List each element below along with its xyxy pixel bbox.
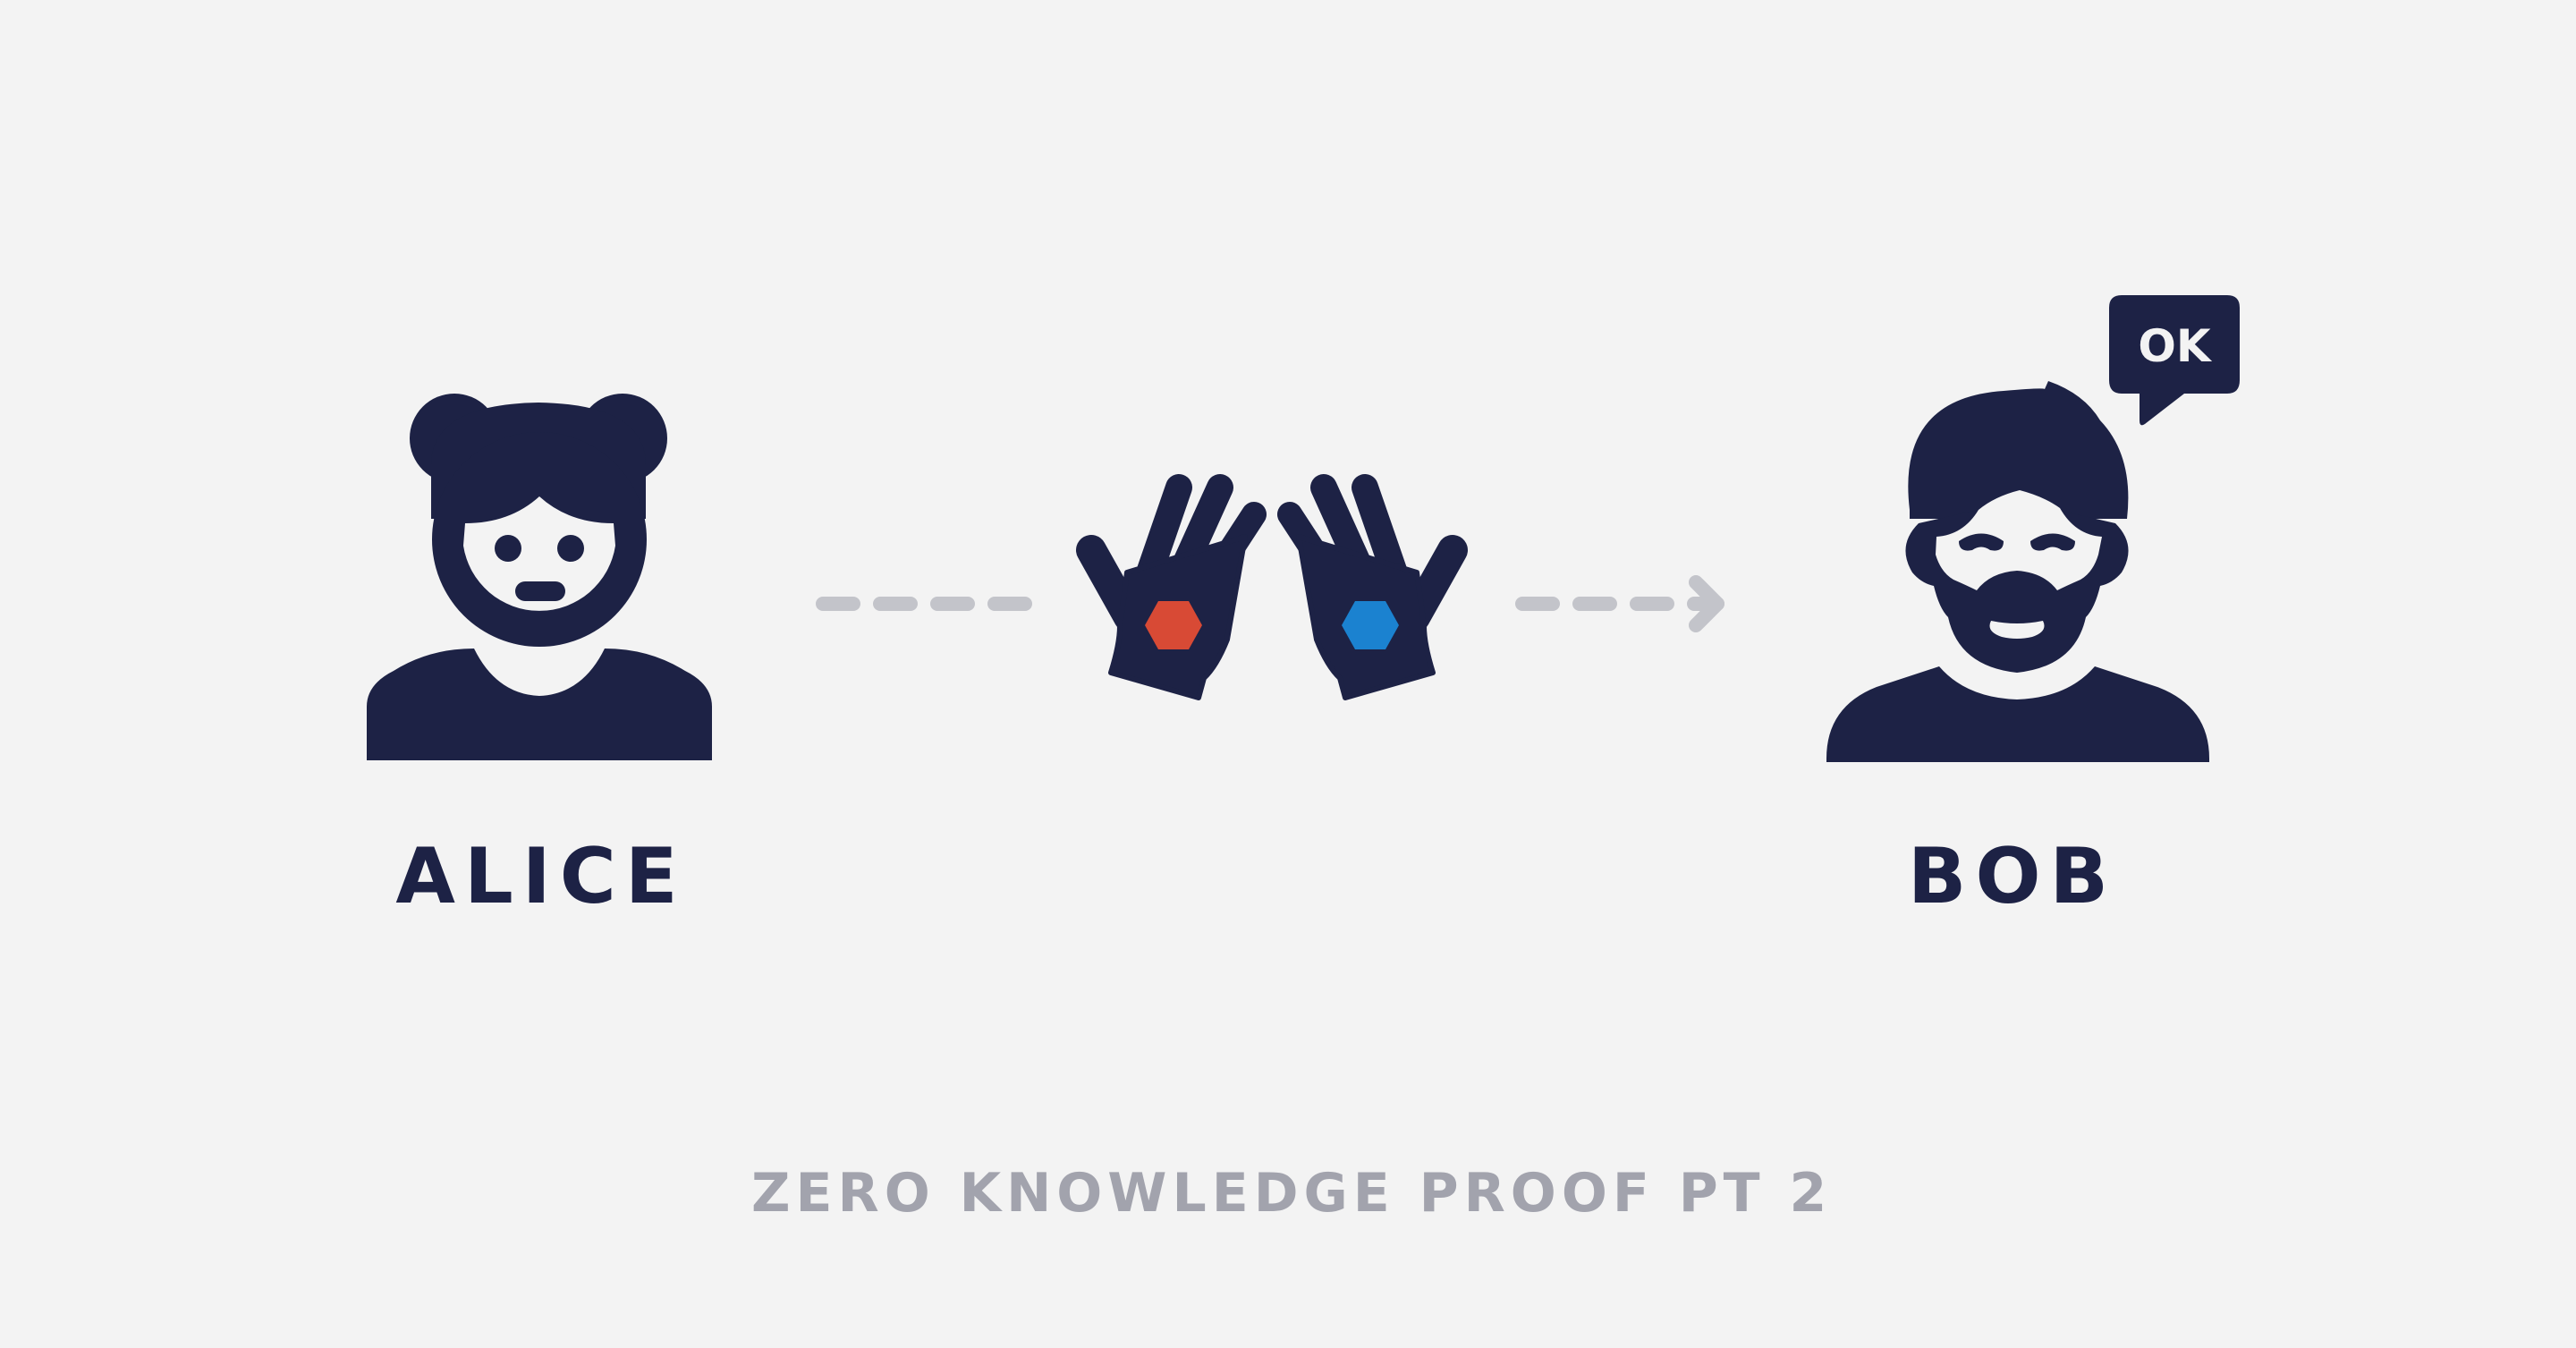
blue-hexagon-icon — [1342, 601, 1399, 649]
alice-label: ALICE — [395, 832, 687, 921]
girl-face — [463, 496, 615, 611]
dashed-arrow — [1515, 575, 1724, 632]
bob-label: BOB — [1907, 832, 2118, 921]
speech-bubble: OK — [2109, 295, 2240, 426]
speech-bubble-text: OK — [2138, 320, 2213, 372]
bearded-man-face — [1936, 490, 2102, 639]
bearded-man-avatar-icon — [1826, 381, 2209, 762]
red-hexagon-icon — [1145, 601, 1202, 649]
left-glove-icon — [1076, 474, 1267, 700]
gloved-hands-icon — [1076, 474, 1468, 700]
right-glove-icon — [1277, 474, 1468, 700]
diagram-caption: ZERO KNOWLEDGE PROOF PT 2 — [751, 1162, 1833, 1225]
